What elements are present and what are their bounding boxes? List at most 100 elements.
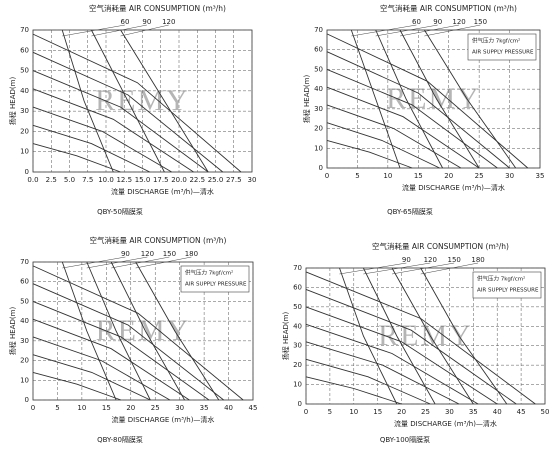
x-tick-label: 15 xyxy=(102,404,111,412)
curve xyxy=(32,283,224,401)
curve xyxy=(424,29,517,169)
curve xyxy=(32,33,242,173)
y-tick-label: 0 xyxy=(25,168,29,176)
y-tick-label: 0 xyxy=(298,400,302,408)
annotation: AIR SUPPLY PRESSURE xyxy=(185,282,247,288)
y-tick-label: 20 xyxy=(293,361,302,369)
watermark: REMY xyxy=(378,319,473,352)
curve xyxy=(32,51,224,173)
x-tick-label: 20.0 xyxy=(171,176,187,184)
x-tick-label: 0.0 xyxy=(27,176,38,184)
air-label: 60 xyxy=(121,18,130,26)
annotation: 供气压力 7kgf/cm² xyxy=(472,37,520,45)
y-axis-label: 扬程 HEAD(m) xyxy=(8,77,17,126)
y-tick-label: 30 xyxy=(314,105,323,113)
y-tick-label: 50 xyxy=(314,65,323,73)
x-axis-label: 流量 DISCHARGE (m³/h)—清水 xyxy=(111,187,214,196)
leader-line xyxy=(62,256,126,269)
y-tick-label: 10 xyxy=(314,144,323,152)
annotation-box xyxy=(467,33,537,61)
x-tick-label: 22.5 xyxy=(189,176,205,184)
y-tick-label: 60 xyxy=(314,46,323,54)
air-label: 60 xyxy=(412,18,421,26)
y-axis-label: 扬程 HEAD(m) xyxy=(302,75,311,124)
watermark: REMY xyxy=(96,314,191,347)
x-tick-label: 0 xyxy=(31,404,35,412)
curve xyxy=(326,104,462,169)
x-tick-label: 35 xyxy=(536,172,545,180)
annotation: AIR SUPPLY PRESSURE xyxy=(477,288,539,294)
x-tick-label: 5 xyxy=(55,404,59,412)
x-tick-label: 7.5 xyxy=(82,176,93,184)
x-tick-label: 15.0 xyxy=(135,176,151,184)
annotation: 供气压力 7kgf/cm² xyxy=(477,275,525,283)
curve xyxy=(350,29,401,169)
air-label: 90 xyxy=(121,250,130,258)
curve xyxy=(326,86,480,169)
x-tick-label: 25 xyxy=(421,408,430,416)
curve xyxy=(399,29,480,169)
curve xyxy=(391,267,474,405)
y-tick-label: 50 xyxy=(20,297,29,305)
air-label: 180 xyxy=(471,256,484,264)
x-tick-label: 5 xyxy=(355,172,359,180)
x-tick-label: 0 xyxy=(304,408,308,416)
x-tick-label: 40 xyxy=(224,404,233,412)
curve xyxy=(305,323,479,405)
leader-line xyxy=(120,24,169,37)
y-tick-label: 20 xyxy=(20,357,29,365)
curve xyxy=(32,124,150,173)
x-tick-label: 10 xyxy=(349,408,358,416)
curve xyxy=(326,51,510,169)
x-tick-label: 20 xyxy=(444,172,453,180)
x-tick-label: 30 xyxy=(445,408,454,416)
curve xyxy=(120,29,209,173)
chart-title: 空气消耗量 AIR CONSUMPTION (m³/h) xyxy=(90,235,227,245)
curve xyxy=(420,267,508,405)
caption: QBY-65隔膜泵 xyxy=(387,207,433,216)
y-tick-label: 50 xyxy=(20,67,29,75)
leader-line xyxy=(399,24,460,37)
y-tick-label: 30 xyxy=(20,337,29,345)
air-label: 120 xyxy=(141,250,154,258)
leader-line xyxy=(363,262,431,275)
caption: QBY-100隔膜泵 xyxy=(380,435,430,444)
x-tick-label: 15 xyxy=(373,408,382,416)
x-tick-label: 20 xyxy=(126,404,135,412)
curve xyxy=(32,143,121,173)
y-tick-label: 60 xyxy=(293,283,302,291)
y-tick-label: 40 xyxy=(20,87,29,95)
air-label: 120 xyxy=(452,18,465,26)
watermark: REMY xyxy=(95,84,190,117)
x-tick-label: 15 xyxy=(414,172,423,180)
x-tick-label: 10.0 xyxy=(98,176,114,184)
x-tick-label: 10 xyxy=(77,404,86,412)
chart-title: 空气消耗量 AIR CONSUMPTION (m³/h) xyxy=(372,241,509,251)
x-tick-label: 25 xyxy=(151,404,160,412)
y-tick-label: 60 xyxy=(20,278,29,286)
y-tick-label: 10 xyxy=(293,381,302,389)
air-label: 90 xyxy=(402,256,411,264)
curve xyxy=(32,88,194,173)
curve xyxy=(32,336,171,401)
y-tick-label: 70 xyxy=(314,26,323,34)
x-tick-label: 45 xyxy=(517,408,526,416)
x-tick-label: 45 xyxy=(249,404,258,412)
leader-line xyxy=(339,262,407,275)
curve xyxy=(32,318,190,401)
curve xyxy=(339,267,398,405)
x-tick-label: 35 xyxy=(200,404,209,412)
curve xyxy=(305,341,460,405)
x-axis-label: 流量 DISCHARGE (m³/h)—清水 xyxy=(112,415,215,424)
curve xyxy=(326,122,440,169)
y-tick-label: 0 xyxy=(25,396,29,404)
curve xyxy=(32,371,122,401)
air-label: 120 xyxy=(424,256,437,264)
leader-line xyxy=(375,24,438,37)
y-tick-label: 40 xyxy=(293,322,302,330)
x-axis-label: 流量 DISCHARGE (m³/h)—清水 xyxy=(394,419,497,428)
y-tick-label: 30 xyxy=(293,342,302,350)
y-tick-label: 60 xyxy=(20,46,29,54)
curve xyxy=(32,70,209,173)
